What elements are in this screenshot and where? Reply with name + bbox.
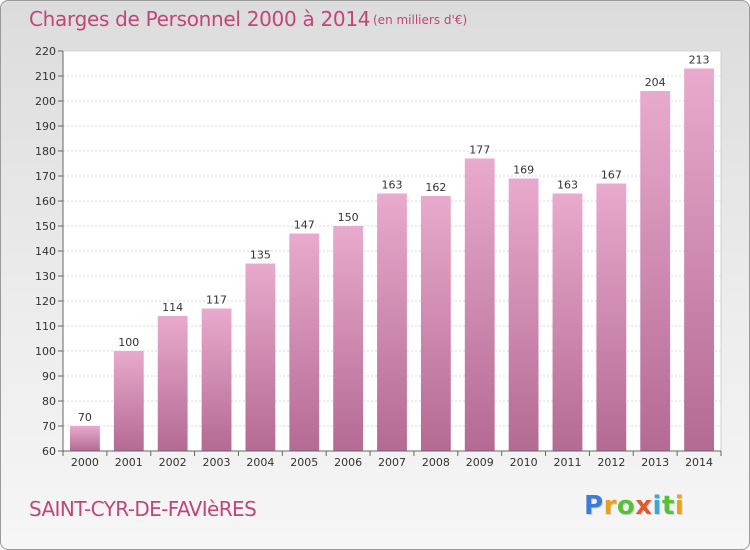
bar-value-label: 162 <box>425 181 446 194</box>
y-tick-label: 100 <box>35 345 56 358</box>
bar-value-label: 177 <box>469 144 490 157</box>
bar-value-label: 147 <box>294 219 315 232</box>
y-tick-label: 80 <box>42 395 56 408</box>
x-tick-label: 2002 <box>159 456 187 469</box>
y-tick-label: 210 <box>35 70 56 83</box>
bar-value-label: 213 <box>689 54 710 67</box>
bar-value-label: 135 <box>250 249 271 262</box>
bar <box>70 426 100 451</box>
y-tick-label: 120 <box>35 295 56 308</box>
x-tick-label: 2010 <box>510 456 538 469</box>
bar <box>157 316 188 451</box>
y-tick-label: 90 <box>42 370 56 383</box>
y-tick-label: 180 <box>35 145 56 158</box>
bar <box>245 263 276 451</box>
bar-value-label: 150 <box>338 211 359 224</box>
bar-value-label: 163 <box>557 179 578 192</box>
y-tick-label: 150 <box>35 220 56 233</box>
x-tick-label: 2014 <box>685 456 713 469</box>
x-tick-label: 2000 <box>71 456 99 469</box>
x-axis-ticks: 2000 2001 2002 2003 2004 2005 2006 2007 2008 2009… <box>62 451 722 469</box>
bar <box>201 308 232 451</box>
bar <box>333 226 364 451</box>
y-tick-label: 130 <box>35 270 56 283</box>
bars: 70 100 114 117 135 147 150 163 162 177 169 163 167 20… <box>70 54 714 451</box>
y-tick-label: 140 <box>35 245 56 258</box>
y-axis-ticks: 60 70 80 90 100 110 120 130 140 150 160 170 180 190 20… <box>35 45 63 458</box>
bar-value-label: 114 <box>162 301 183 314</box>
logo-letter: r <box>603 491 617 521</box>
x-tick-label: 2001 <box>115 456 143 469</box>
logo-letter: t <box>661 491 675 521</box>
bar <box>420 196 451 451</box>
x-tick-label: 2011 <box>553 456 581 469</box>
bar <box>508 178 539 451</box>
bar-value-label: 117 <box>206 294 227 307</box>
bar-value-label: 167 <box>601 169 622 182</box>
bar-value-label: 169 <box>513 164 534 177</box>
x-tick-label: 2013 <box>641 456 669 469</box>
x-tick-label: 2003 <box>203 456 231 469</box>
x-tick-label: 2005 <box>290 456 318 469</box>
bar <box>596 183 627 451</box>
x-tick-label: 2004 <box>246 456 274 469</box>
logo-letter: x <box>635 491 653 521</box>
proxiti-logo: Proxiti <box>584 491 684 521</box>
x-tick-label: 2012 <box>597 456 625 469</box>
chart-subtitle: (en milliers d'€) <box>373 13 468 27</box>
bar <box>640 91 671 451</box>
x-tick-label: 2006 <box>334 456 362 469</box>
logo-letter: i <box>674 491 685 521</box>
y-tick-label: 70 <box>42 420 56 433</box>
logo-letter: i <box>652 491 662 521</box>
bar <box>377 193 407 451</box>
x-tick-label: 2007 <box>378 456 406 469</box>
bar <box>113 351 144 451</box>
chart-title: Charges de Personnel 2000 à 2014 <box>29 7 371 31</box>
y-tick-label: 220 <box>35 45 56 58</box>
y-tick-label: 200 <box>35 95 56 108</box>
y-tick-label: 60 <box>42 445 56 458</box>
bar <box>552 193 583 451</box>
logo-letter: o <box>616 491 636 521</box>
bar <box>684 68 714 451</box>
y-tick-label: 110 <box>35 320 56 333</box>
bar <box>289 233 320 451</box>
bar-value-label: 100 <box>118 336 139 349</box>
y-tick-label: 160 <box>35 195 56 208</box>
bar <box>464 158 495 451</box>
y-tick-label: 190 <box>35 120 56 133</box>
x-tick-label: 2008 <box>422 456 450 469</box>
bar-value-label: 163 <box>382 179 403 192</box>
x-tick-label: 2009 <box>466 456 494 469</box>
bar-value-label: 204 <box>645 76 666 89</box>
logo-letter: P <box>584 491 604 521</box>
bar-value-label: 70 <box>78 411 92 424</box>
commune-name: SAINT-CYR-DE-FAVIèRES <box>29 497 257 521</box>
y-tick-label: 170 <box>35 170 56 183</box>
